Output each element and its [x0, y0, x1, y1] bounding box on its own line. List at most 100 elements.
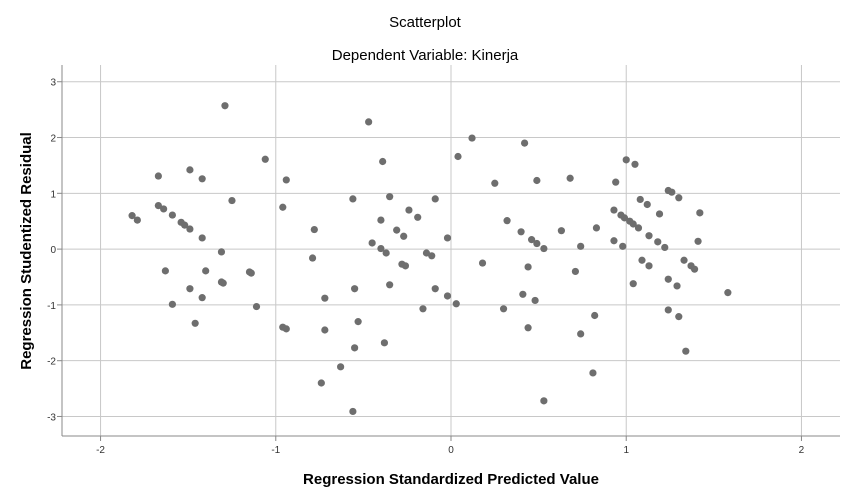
x-tick-label: 1: [623, 445, 629, 456]
scatter-point: [680, 256, 688, 264]
scatter-point: [503, 217, 511, 225]
scatter-point: [400, 232, 408, 240]
scatter-point: [431, 195, 439, 203]
scatter-point: [279, 203, 287, 211]
scatter-point: [645, 262, 653, 270]
scatter-point: [168, 300, 176, 308]
scatter-point: [282, 325, 290, 333]
scatter-point: [520, 139, 529, 147]
scatter-point: [612, 178, 620, 186]
scatter-point: [643, 200, 651, 209]
scatter-point: [133, 216, 141, 224]
scatter-point: [377, 244, 385, 253]
scatter-point: [349, 407, 357, 416]
y-axis-label: Regression Studentized Residual: [18, 132, 35, 370]
x-tick-label: 2: [799, 445, 805, 456]
scatter-point: [610, 206, 618, 214]
y-tick-label: -1: [47, 301, 56, 312]
scatter-point: [247, 269, 255, 277]
scatter-point: [351, 285, 359, 293]
scatter-point: [198, 234, 206, 242]
scatter-point: [198, 294, 206, 302]
scatter-point: [524, 263, 532, 271]
scatter-point: [317, 379, 325, 387]
scatter-point: [419, 305, 427, 313]
scatter-point: [154, 172, 162, 180]
scatter-point: [282, 176, 290, 184]
scatter-point: [252, 302, 261, 311]
scatter-point: [577, 242, 585, 250]
scatter-point: [634, 224, 643, 232]
scatter-point: [354, 318, 362, 326]
scatter-point: [351, 344, 359, 352]
scatter-point: [428, 252, 436, 260]
scatter-point: [321, 294, 329, 302]
y-tick-label: -3: [47, 412, 56, 423]
x-tick-label: 0: [448, 445, 454, 456]
scatter-point: [368, 239, 376, 247]
scatter-point: [365, 118, 373, 126]
scatter-point: [308, 254, 317, 262]
scatter-point: [592, 224, 601, 232]
scatter-point: [161, 267, 169, 275]
scatter-point: [664, 306, 672, 314]
scatter-point: [337, 363, 345, 371]
scatter-point: [694, 237, 702, 245]
scatter-point: [228, 196, 236, 205]
scatter-point: [452, 300, 460, 308]
scatter-point: [310, 225, 318, 234]
scatter-point: [168, 211, 176, 219]
axes: [57, 65, 840, 441]
scatter-point: [202, 267, 210, 275]
scatter-point: [673, 282, 681, 290]
scatter-point: [379, 157, 387, 166]
scatter-point: [654, 238, 662, 246]
scatter-point: [629, 220, 637, 228]
scatter-point: [431, 285, 439, 293]
scatter-point: [393, 226, 401, 234]
x-tick-label: -1: [271, 445, 280, 456]
scatter-point: [154, 201, 162, 210]
scatter-point: [519, 290, 527, 298]
scatter-point: [724, 289, 732, 297]
scatter-point: [682, 347, 690, 355]
data-points: [128, 102, 732, 416]
gridlines: [62, 65, 840, 436]
scatter-point: [491, 179, 499, 187]
scatter-point: [401, 262, 410, 270]
scatter-point: [668, 188, 676, 196]
tick-labels: -2 -1 0 1 2 -3 -2 -1 0 1 2 3: [47, 78, 805, 456]
scatter-point: [454, 152, 462, 161]
scatter-point: [528, 236, 536, 244]
scatter-point: [531, 296, 539, 305]
scatter-point: [622, 156, 630, 164]
scatter-point: [533, 239, 541, 248]
x-tick-label: -2: [96, 445, 105, 456]
scatter-point: [382, 249, 390, 257]
scatter-point: [219, 279, 227, 287]
scatter-point: [540, 397, 548, 405]
scatter-point: [566, 174, 574, 182]
scatter-point: [181, 221, 189, 229]
scatter-point: [655, 210, 664, 218]
chart-subtitle: Dependent Variable: Kinerja: [332, 47, 519, 64]
scatter-point: [540, 244, 548, 253]
scatter-point: [405, 206, 413, 214]
scatter-point: [610, 237, 618, 245]
scatter-point: [619, 242, 627, 250]
scatter-point: [638, 256, 646, 264]
y-tick-label: 0: [50, 245, 56, 256]
scatter-point: [690, 265, 699, 273]
y-tick-label: 2: [50, 134, 56, 145]
scatter-point: [675, 194, 683, 202]
scatter-point: [499, 305, 508, 313]
scatter-point: [620, 214, 629, 222]
scatter-point: [533, 176, 541, 185]
scatter-point: [377, 216, 385, 224]
scatter-point: [128, 212, 136, 220]
scatter-point: [380, 339, 389, 347]
scatter-point: [261, 155, 269, 163]
scatter-point: [186, 225, 194, 233]
scatter-point: [589, 369, 597, 377]
scatter-point: [524, 324, 532, 332]
